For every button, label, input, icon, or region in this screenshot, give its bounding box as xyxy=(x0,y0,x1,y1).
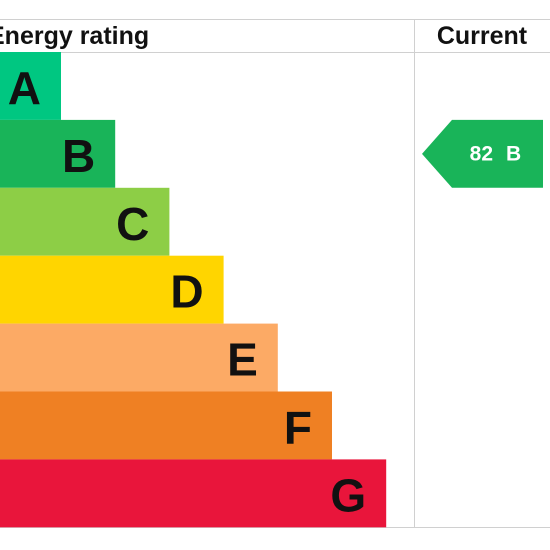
band-letter: B xyxy=(62,130,95,182)
band-bar xyxy=(0,52,61,120)
band-letter: F xyxy=(284,401,312,453)
band-bar xyxy=(0,255,224,324)
band-letter: G xyxy=(330,469,366,521)
current-score: 82 xyxy=(470,142,493,165)
current-arrow xyxy=(422,119,543,188)
header-current: Current xyxy=(437,22,528,50)
band-letter: D xyxy=(170,266,203,318)
band-bar xyxy=(0,459,387,528)
header-title: Energy rating xyxy=(0,22,149,50)
band-bar xyxy=(0,119,116,188)
current-band: B xyxy=(506,142,521,165)
band-bar xyxy=(0,187,170,256)
band-letter: A xyxy=(8,62,41,114)
band-bar xyxy=(0,323,278,392)
band-bar xyxy=(0,391,332,460)
band-letter: E xyxy=(227,334,258,386)
band-letter: C xyxy=(116,198,149,250)
